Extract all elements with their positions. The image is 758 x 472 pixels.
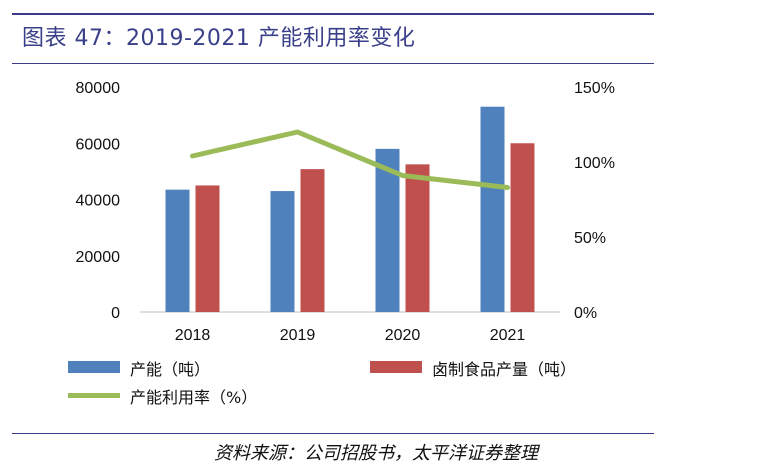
left-tick-label: 0	[111, 305, 120, 322]
bar-output	[510, 143, 535, 312]
source-rule	[12, 433, 654, 434]
bar-output	[405, 164, 430, 312]
bar-output	[195, 185, 220, 312]
legend-swatch-utilization	[68, 393, 120, 398]
right-axis-ticks: 0% 50% 100% 150%	[574, 80, 615, 322]
title-top-rule	[12, 13, 654, 15]
utilization-line	[190, 129, 510, 190]
bar-capacity	[480, 106, 505, 312]
bar-capacity	[375, 148, 400, 312]
left-tick-label: 60000	[76, 136, 121, 153]
legend-label-capacity: 产能（吨）	[130, 360, 211, 379]
legend-label-utilization: 产能利用率（%）	[130, 388, 258, 407]
bar-capacity	[270, 191, 295, 312]
right-tick-label: 0%	[574, 305, 597, 322]
right-tick-label: 150%	[574, 80, 615, 97]
left-tick-label: 40000	[76, 193, 121, 210]
x-tick-label: 2021	[490, 327, 526, 344]
bars-group	[165, 106, 535, 312]
bar-output	[300, 169, 325, 312]
utilization-line-group	[190, 129, 510, 190]
figure-title: 图表 47：2019-2021 产能利用率变化	[22, 26, 416, 51]
left-tick-label: 20000	[76, 249, 121, 266]
x-tick-label: 2019	[280, 327, 316, 344]
legend-swatch-output	[370, 361, 422, 373]
bar-capacity	[165, 189, 190, 312]
x-axis-ticks: 2018 2019 2020 2021	[175, 327, 526, 344]
legend-label-output: 卤制食品产量（吨）	[432, 360, 577, 379]
legend-swatch-capacity	[68, 361, 120, 373]
right-tick-label: 50%	[574, 230, 606, 247]
left-axis-ticks: 0 20000 40000 60000 80000	[76, 80, 121, 322]
right-tick-label: 100%	[574, 155, 615, 172]
source-note: 资料来源：公司招股书，太平洋证券整理	[214, 443, 538, 464]
title-bottom-rule	[12, 63, 654, 64]
x-tick-label: 2020	[385, 327, 421, 344]
x-tick-label: 2018	[175, 327, 211, 344]
left-tick-label: 80000	[76, 80, 121, 97]
